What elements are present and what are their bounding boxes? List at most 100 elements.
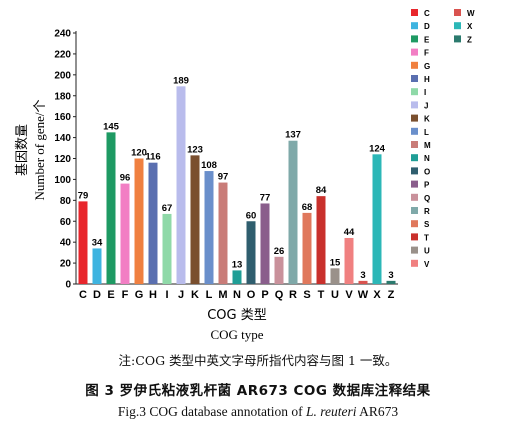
x-tick-label: S [303,289,310,301]
figure-caption-en-prefix: Fig.3 COG database annotation of [117,404,307,419]
bar-C [78,201,88,284]
bar-value-label: 15 [330,257,341,268]
x-tick-label: I [165,289,168,301]
legend-swatch-Z [454,35,461,43]
x-tick-label: N [233,289,241,301]
figure-caption-en: Fig.3 COG database annotation of L. reut… [0,404,516,420]
y-tick-label: 220 [54,49,71,60]
bar-value-label: 26 [274,246,285,257]
legend-label: H [424,75,430,84]
y-tick-label: 180 [54,91,71,102]
x-tick-label: T [318,289,325,301]
y-tick-label: 20 [60,259,72,270]
legend-label: S [424,220,430,229]
legend-swatch-W [454,9,461,16]
legend-swatch-V [411,259,418,267]
bar-V [344,237,354,284]
bar-value-label: 79 [78,190,89,201]
bar-value-label: 145 [103,121,120,132]
bar-G [134,158,144,284]
legend-label: L [424,128,429,137]
y-tick-label: 140 [54,133,71,144]
legend-swatch-K [411,114,418,122]
x-tick-label: C [79,289,87,301]
bar-X [372,154,382,284]
legend-swatch-H [411,75,418,82]
y-axis-title-cn: 基因数量 [15,124,30,176]
bar-E [106,132,116,284]
legend-label: X [467,22,473,31]
bar-S [302,212,312,284]
legend-swatch-M [411,141,418,148]
legend-swatch-R [411,207,418,214]
bar-value-label: 97 [218,172,229,183]
cog-bar-chart: 0 20 40 60 80 100 120 140 160 180 200 220 240 79 34 14… [15,9,475,342]
bar-N [232,270,242,284]
legend-swatch-S [411,220,418,228]
x-tick-label: E [107,289,114,301]
bar-value-label: 116 [145,152,160,163]
bar-M [218,182,228,284]
x-tick-label: P [261,289,268,301]
bar-R [288,140,298,284]
legend-label: W [467,9,475,18]
bar-P [260,203,270,284]
legend-label: G [424,62,430,71]
bar-value-label: 120 [131,148,147,159]
y-tick-label: 40 [60,238,72,249]
bar-T [316,196,326,284]
x-tick-label: H [149,289,157,301]
legend-label: D [424,22,430,31]
bar-value-label: 3 [388,270,393,281]
bar-value-label: 84 [316,185,327,196]
y-tick-label: 100 [54,175,71,186]
x-tick-label: M [218,289,227,301]
bar-J [176,86,186,285]
legend-label: T [424,233,429,242]
x-tick-label: O [247,289,256,301]
x-tick-label: Q [275,289,284,301]
legend-swatch-E [411,35,418,43]
x-axis-title-en: COG type [210,327,263,342]
y-tick-label: 240 [54,29,71,40]
bar-value-label: 137 [285,130,301,141]
bar-L [204,171,214,284]
x-tick-label: X [373,289,381,301]
legend-label: I [424,88,426,97]
y-tick-label: 160 [54,112,71,123]
y-tick-label: 80 [60,196,72,207]
y-tick-label: 200 [54,70,71,81]
x-tick-label: D [93,289,101,301]
bar-value-label: 124 [369,143,386,154]
legend-label: P [424,181,430,190]
legend-label: U [424,247,430,256]
legend-swatch-P [411,180,418,188]
legend-swatch-Q [411,193,418,201]
legend-swatch-U [411,246,418,254]
legend-swatch-N [411,154,418,162]
legend-label: E [424,35,430,44]
bar-F [120,183,130,284]
figure-note: 注:COG 类型中英文字母所指代内容与图 1 一致。 [118,353,398,368]
legend-label: V [424,260,430,269]
bar-W [358,280,368,284]
x-tick-label: J [178,289,184,301]
y-axis-title-en: Number of gene/个 [32,99,47,200]
bar-value-label: 68 [302,202,313,213]
bar-value-label: 189 [173,75,189,86]
y-tick-label: 60 [60,217,72,228]
bar-value-label: 108 [201,160,217,171]
bar-I [162,213,172,284]
x-tick-label: F [122,289,129,301]
legend-label: R [424,207,430,216]
legend-label: O [424,167,430,176]
bar-value-label: 34 [92,237,103,248]
x-tick-label: V [345,289,353,301]
legend-swatch-X [454,22,461,30]
legend-label: Q [424,194,430,203]
bar-value-label: 77 [260,192,271,203]
legend-swatch-D [411,22,418,30]
